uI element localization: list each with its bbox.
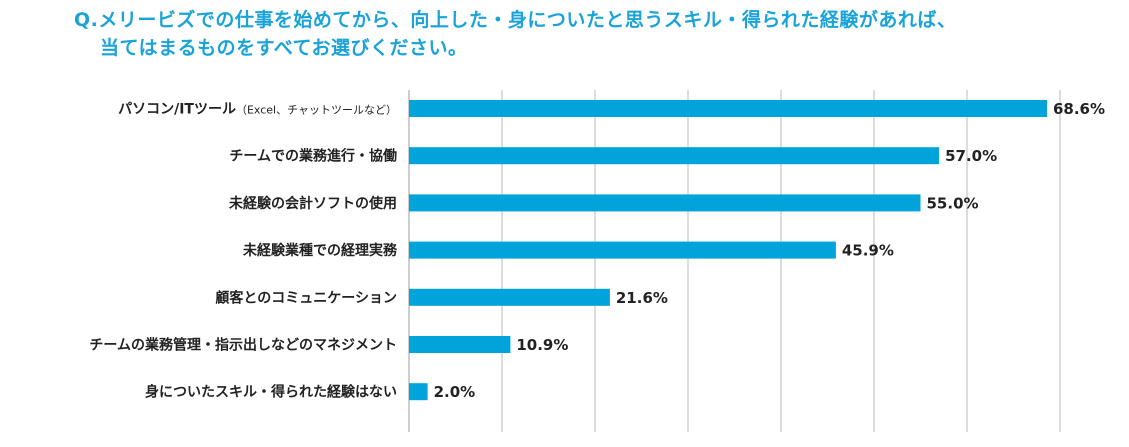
category-label-main: チームでの業務進行・協働 [229,148,397,165]
value-label: 57.0% [945,147,997,165]
bar-layer [409,100,1047,401]
category-label: パソコン/ITツール（Excel、チャットツールなど） [118,102,397,118]
category-label: チームでの業務進行・協働 [229,148,397,165]
value-label: 55.0% [927,194,979,212]
label-layer: 68.6% パソコン/ITツール（Excel、チャットツールなど） 57.0% チーム… [89,100,1105,401]
bar [409,147,940,165]
category-label-main: パソコン/ITツール [118,102,236,118]
value-label: 21.6% [616,289,668,307]
category-label-main: 身についたスキル・得られた経験はない [145,384,397,401]
grid-layer [408,90,1061,432]
category-label-main: チームの業務管理・指示出しなどのマネジメント [89,337,397,354]
title-line-1: Q.メリービズでの仕事を始めてから、向上した・身についたと思うスキル・得られた経… [74,9,957,31]
category-label: チームの業務管理・指示出しなどのマネジメント [89,337,397,354]
bar [409,288,610,306]
value-label: 45.9% [842,242,894,260]
category-label: 未経験の会計ソフトの使用 [229,195,397,212]
value-label: 2.0% [434,383,476,401]
category-label: 未経験業種での経理実務 [243,242,398,259]
value-label: 10.9% [516,336,568,354]
category-label-main: 顧客とのコミュニケーション [215,289,397,306]
category-label: 顧客とのコミュニケーション [215,289,397,306]
chart-title: Q.メリービズでの仕事を始めてから、向上した・身についたと思うスキル・得られた経… [74,6,1114,62]
bar [409,100,1047,117]
bar [409,383,428,401]
category-label-main: 未経験業種での経理実務 [243,242,398,259]
title-line-2: 当てはまるものをすべてお選びください。 [100,37,468,59]
category-label: 身についたスキル・得られた経験はない [145,384,397,401]
bar [409,194,921,212]
category-label-main: 未経験の会計ソフトの使用 [229,195,397,212]
bar [409,336,511,353]
value-label: 68.6% [1053,100,1105,118]
category-label-sub: （Excel、チャットツールなど） [236,104,397,117]
bar [409,241,836,259]
